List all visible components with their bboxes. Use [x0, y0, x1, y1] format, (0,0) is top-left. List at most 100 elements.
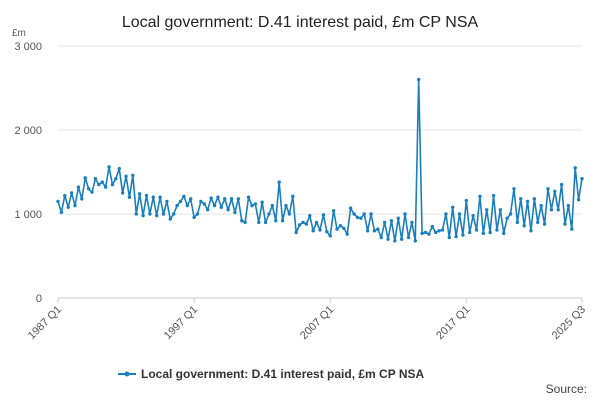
- data-point: [301, 220, 305, 225]
- data-point: [175, 203, 179, 208]
- data-point: [485, 208, 489, 212]
- x-tick-label: 1997 Q1: [162, 304, 200, 342]
- data-point: [393, 239, 397, 243]
- data-point: [161, 212, 166, 216]
- data-point: [403, 212, 407, 216]
- data-point: [178, 199, 183, 204]
- data-point: [199, 199, 203, 204]
- data-point: [437, 229, 441, 233]
- data-point: [406, 235, 411, 240]
- data-point: [311, 229, 315, 233]
- data-point: [576, 198, 581, 202]
- data-point: [219, 205, 224, 209]
- data-point: [481, 231, 486, 236]
- x-tick-label: 2025 Q3: [550, 304, 588, 342]
- data-point: [233, 210, 237, 215]
- data-point: [165, 199, 169, 204]
- data-point: [158, 195, 162, 199]
- data-point: [267, 212, 271, 216]
- data-point: [389, 219, 394, 223]
- data-point: [195, 212, 200, 216]
- data-point: [141, 213, 145, 218]
- data-point: [182, 194, 186, 199]
- data-point: [107, 165, 111, 169]
- legend-label: Local government: D.41 interest paid, £m…: [141, 367, 425, 381]
- data-point: [440, 228, 445, 232]
- data-point: [566, 203, 571, 208]
- data-point: [427, 232, 431, 236]
- data-point: [253, 202, 258, 206]
- legend: Local government: D.41 interest paid, £m…: [118, 367, 425, 381]
- series-layer: [56, 77, 584, 243]
- data-point: [488, 230, 492, 235]
- data-point: [399, 237, 404, 241]
- data-point: [416, 77, 421, 82]
- data-point: [549, 208, 554, 212]
- gridlines: [58, 45, 582, 215]
- data-point: [148, 212, 152, 216]
- y-tick-label: 2 000: [14, 125, 42, 137]
- data-point: [345, 232, 349, 236]
- data-point: [270, 203, 275, 208]
- data-point: [223, 197, 227, 201]
- data-point: [451, 205, 455, 209]
- data-point: [100, 180, 104, 184]
- data-point: [505, 216, 509, 220]
- data-point: [573, 166, 577, 170]
- data-point: [553, 189, 557, 194]
- data-point: [291, 194, 295, 199]
- data-point: [328, 234, 332, 238]
- data-point: [144, 193, 149, 198]
- data-point: [240, 219, 244, 223]
- data-point: [348, 206, 353, 210]
- data-point: [131, 173, 135, 178]
- data-point: [257, 220, 261, 225]
- x-tick-label: 2007 Q1: [298, 304, 336, 342]
- y-unit-label: £m: [12, 28, 26, 39]
- data-point: [76, 185, 81, 189]
- data-point: [212, 203, 217, 208]
- data-point: [80, 197, 84, 201]
- data-point: [522, 224, 526, 228]
- data-point: [396, 216, 400, 220]
- data-point: [151, 195, 155, 199]
- data-point: [97, 182, 101, 187]
- source-label: Source:: [546, 382, 587, 396]
- data-point: [369, 212, 373, 216]
- data-point: [423, 230, 428, 235]
- data-point: [539, 203, 543, 208]
- data-point: [519, 197, 523, 201]
- data-point: [515, 220, 520, 225]
- data-point: [171, 212, 176, 216]
- data-point: [444, 212, 448, 216]
- data-point: [192, 215, 196, 220]
- data-point: [294, 230, 298, 235]
- data-point: [263, 220, 268, 225]
- data-point: [59, 210, 64, 215]
- data-point: [93, 177, 98, 181]
- data-point: [379, 235, 383, 240]
- y-axis-ticks: 0 1 000 2 000 3 000: [14, 41, 42, 305]
- data-point: [114, 177, 118, 181]
- data-point: [236, 197, 241, 201]
- data-point: [189, 197, 193, 201]
- data-point: [250, 203, 254, 208]
- data-point: [154, 213, 159, 218]
- data-point: [498, 208, 503, 212]
- data-point: [502, 231, 506, 236]
- data-point: [372, 229, 377, 233]
- data-point: [570, 227, 574, 231]
- data-point: [512, 187, 516, 191]
- data-point: [580, 177, 584, 181]
- data-point: [362, 212, 366, 216]
- legend-dot-marker: [124, 371, 130, 377]
- y-tick-label: 0: [36, 293, 42, 305]
- data-point: [66, 205, 70, 209]
- y-tick-label: 3 000: [14, 41, 42, 53]
- data-point: [308, 213, 312, 218]
- data-point: [83, 176, 87, 180]
- data-point: [229, 197, 234, 201]
- data-point: [413, 239, 417, 243]
- data-point: [365, 229, 370, 233]
